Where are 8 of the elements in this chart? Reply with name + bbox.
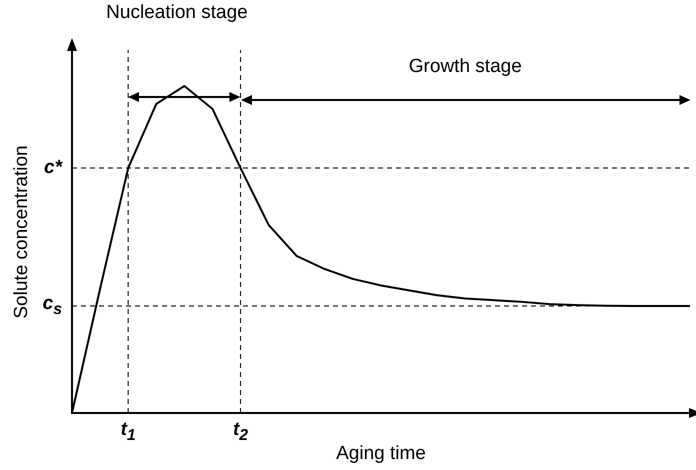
ref-line-label: c$_{s}$ (42, 293, 62, 319)
text: Growth stage (408, 56, 522, 78)
y-axis-title: Solute concentration (11, 144, 33, 318)
text: Nucleation stage (106, 2, 248, 24)
x-tick-label: t$_{1}$ (120, 419, 136, 445)
ref-line-label: c* (44, 157, 62, 180)
x-axis-title: Aging time (336, 443, 426, 465)
x-tick-label: t$_{2}$ (232, 419, 248, 445)
